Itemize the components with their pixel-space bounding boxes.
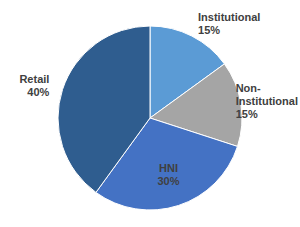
value-label: 40%: [27, 86, 49, 98]
data-labels: Institutional15%Non-Institutional15%HNI3…: [19, 11, 298, 187]
label-line: Institutional: [236, 95, 298, 107]
label-line: Retail: [19, 73, 49, 85]
value-label: 30%: [157, 175, 179, 187]
slices: [58, 26, 242, 210]
value-label: 15%: [198, 24, 220, 36]
chart: Institutional15%Non-Institutional15%HNI3…: [0, 0, 300, 227]
category-label: Institutional: [198, 11, 260, 23]
slice-label: Institutional15%: [198, 11, 260, 36]
slice-label: HNI30%: [157, 162, 179, 187]
slice-label: Retail40%: [19, 73, 49, 98]
category-label: Retail: [19, 73, 49, 85]
value-label: 15%: [236, 108, 258, 120]
category-label: HNI: [159, 162, 178, 174]
label-line: HNI: [159, 162, 178, 174]
label-line: Institutional: [198, 11, 260, 23]
category-label: Non-Institutional: [236, 82, 298, 107]
slice-label: Non-Institutional15%: [236, 82, 298, 120]
pie-slice: [58, 26, 150, 192]
label-line: Non-: [236, 82, 261, 94]
